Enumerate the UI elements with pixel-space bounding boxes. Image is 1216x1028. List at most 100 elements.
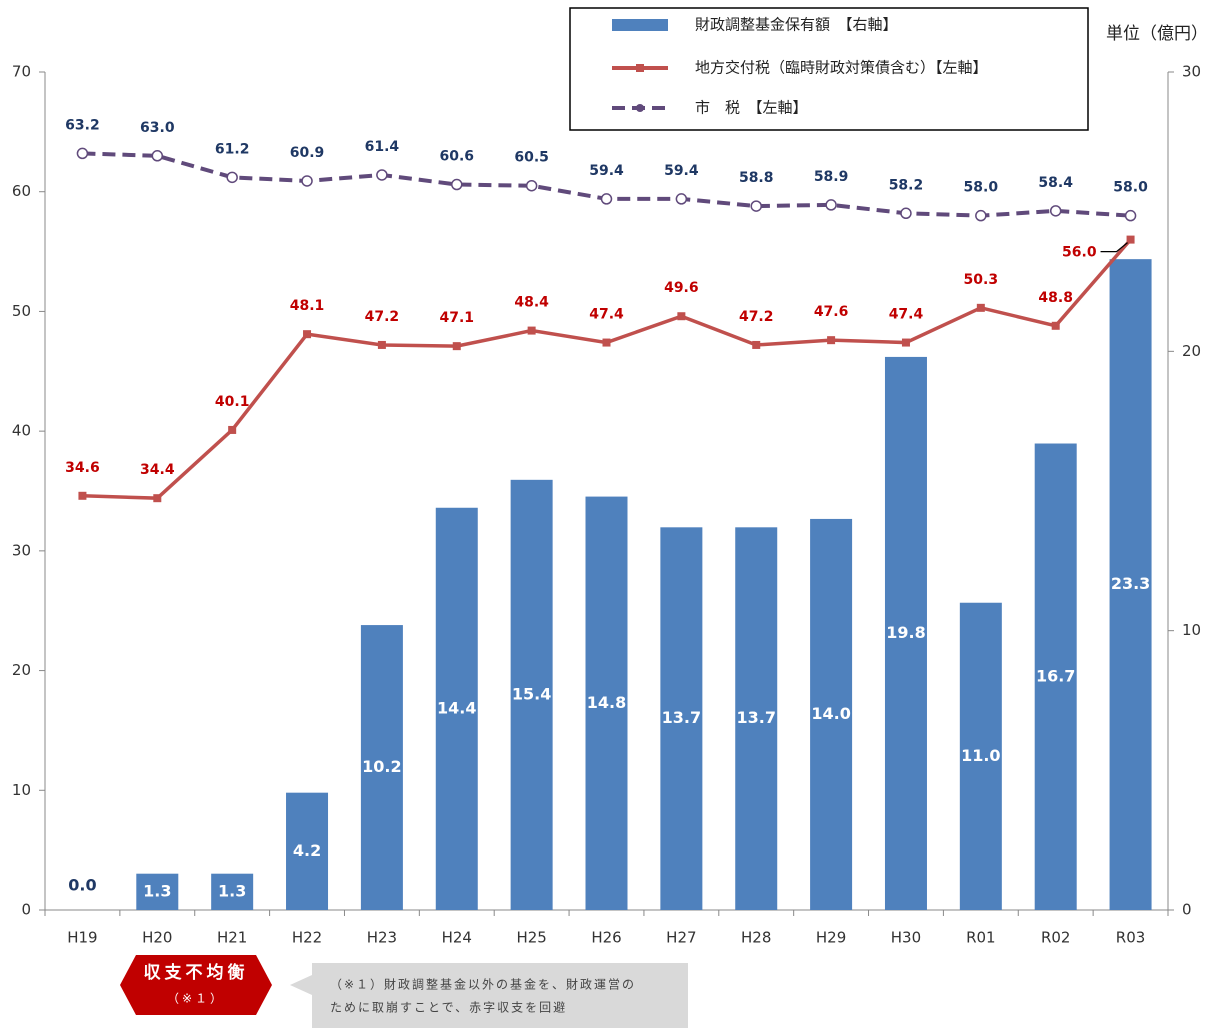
point-label: 56.0 bbox=[1062, 245, 1097, 261]
legend-marker bbox=[636, 64, 644, 72]
x-tick-label: H22 bbox=[292, 929, 322, 947]
point-label: 58.0 bbox=[1113, 180, 1148, 196]
y-tick-label: 10 bbox=[12, 781, 31, 799]
point-label: 48.8 bbox=[1038, 290, 1073, 306]
legend-label: 地方交付税（臨時財政対策債含む）【左軸】 bbox=[695, 59, 988, 77]
y-tick-label: 50 bbox=[12, 302, 31, 320]
badge-text: 収支不均衡 bbox=[144, 962, 249, 983]
bar-label: 11.0 bbox=[961, 746, 1000, 765]
leader-line bbox=[1100, 242, 1128, 253]
marker bbox=[675, 193, 688, 205]
bar bbox=[1034, 443, 1077, 910]
marker bbox=[976, 303, 985, 312]
marker bbox=[228, 425, 237, 434]
bar-label: 1.3 bbox=[143, 881, 171, 900]
point-label: 47.4 bbox=[889, 307, 924, 323]
point-label: 58.8 bbox=[739, 170, 774, 186]
point-label: 47.6 bbox=[814, 304, 849, 320]
marker bbox=[78, 491, 87, 500]
point-label: 60.5 bbox=[514, 150, 549, 166]
note-box bbox=[290, 963, 688, 1028]
point-label: 61.2 bbox=[215, 141, 250, 157]
y-tick-label: 0 bbox=[21, 901, 31, 919]
marker bbox=[527, 326, 536, 335]
y2-tick-label: 30 bbox=[1182, 63, 1201, 81]
marker bbox=[975, 209, 987, 222]
legend-label: 財政調整基金保有額 【右軸】 bbox=[695, 16, 898, 34]
bar bbox=[510, 479, 553, 910]
x-tick-label: H26 bbox=[591, 929, 621, 947]
marker bbox=[226, 171, 238, 184]
bar bbox=[959, 602, 1002, 910]
point-label: 58.4 bbox=[1038, 175, 1073, 191]
marker bbox=[376, 169, 388, 181]
marker bbox=[602, 338, 611, 347]
badge-note: （※１） bbox=[167, 992, 225, 1006]
y-tick-label: 30 bbox=[12, 541, 31, 559]
bar-label: 1.3 bbox=[218, 881, 246, 900]
marker bbox=[303, 330, 312, 339]
marker bbox=[153, 494, 162, 503]
marker bbox=[1126, 235, 1135, 244]
legend-label: 市 税 【左軸】 bbox=[695, 99, 808, 117]
x-tick-label: H24 bbox=[442, 929, 472, 947]
marker bbox=[451, 178, 463, 191]
bar bbox=[1109, 259, 1152, 910]
point-label: 49.6 bbox=[664, 280, 699, 296]
point-label: 47.1 bbox=[439, 310, 474, 326]
bar-label: 13.7 bbox=[736, 708, 775, 727]
x-tick-label: R02 bbox=[1041, 929, 1071, 947]
x-tick-label: R03 bbox=[1116, 929, 1146, 947]
note-text: ために取崩すことで、赤字収支を回避 bbox=[330, 1000, 567, 1015]
bar-label: 16.7 bbox=[1036, 666, 1075, 685]
marker bbox=[750, 200, 762, 212]
bar-label: 10.2 bbox=[362, 757, 401, 776]
unit-label: 単位（億円） bbox=[1106, 24, 1208, 44]
point-label: 60.9 bbox=[290, 145, 325, 161]
bar-label: 13.7 bbox=[662, 708, 701, 727]
y2-tick-label: 0 bbox=[1182, 901, 1192, 919]
marker bbox=[901, 338, 910, 347]
x-tick-label: H27 bbox=[666, 929, 696, 947]
y2-tick-label: 10 bbox=[1182, 621, 1201, 639]
marker bbox=[825, 199, 837, 211]
bar bbox=[360, 625, 403, 910]
bar-label: 4.2 bbox=[293, 841, 321, 860]
marker bbox=[151, 150, 164, 162]
marker bbox=[1124, 209, 1137, 222]
bar bbox=[585, 496, 628, 910]
bar-label: 23.3 bbox=[1111, 574, 1150, 593]
bar-label: 15.4 bbox=[512, 684, 551, 703]
marker bbox=[76, 147, 89, 160]
x-tick-label: H23 bbox=[367, 929, 397, 947]
note-text: （※１）財政調整基金以外の基金を、財政運営の bbox=[330, 977, 636, 992]
point-label: 34.4 bbox=[140, 462, 175, 478]
marker bbox=[900, 207, 912, 220]
marker bbox=[677, 312, 686, 321]
point-label: 58.9 bbox=[814, 169, 849, 185]
point-label: 59.4 bbox=[589, 163, 624, 179]
x-tick-label: R01 bbox=[966, 929, 996, 947]
marker bbox=[377, 340, 386, 349]
marker bbox=[1051, 321, 1060, 330]
point-label: 47.2 bbox=[739, 309, 774, 325]
x-tick-label: H29 bbox=[816, 929, 846, 947]
bar-label: 14.4 bbox=[437, 698, 476, 717]
bar-label: 0.0 bbox=[68, 876, 96, 895]
y-tick-label: 60 bbox=[12, 182, 31, 200]
marker bbox=[525, 179, 538, 192]
point-label: 47.4 bbox=[589, 307, 624, 323]
marker bbox=[301, 175, 313, 187]
y-tick-label: 40 bbox=[12, 422, 31, 440]
point-label: 63.0 bbox=[140, 120, 175, 136]
point-label: 48.4 bbox=[514, 295, 549, 311]
x-tick-label: H25 bbox=[516, 929, 546, 947]
x-tick-label: H20 bbox=[142, 929, 172, 947]
y2-tick-label: 20 bbox=[1182, 342, 1201, 360]
x-tick-label: H30 bbox=[891, 929, 921, 947]
marker bbox=[1049, 205, 1062, 217]
bar bbox=[136, 873, 179, 910]
y-tick-label: 70 bbox=[12, 63, 31, 81]
